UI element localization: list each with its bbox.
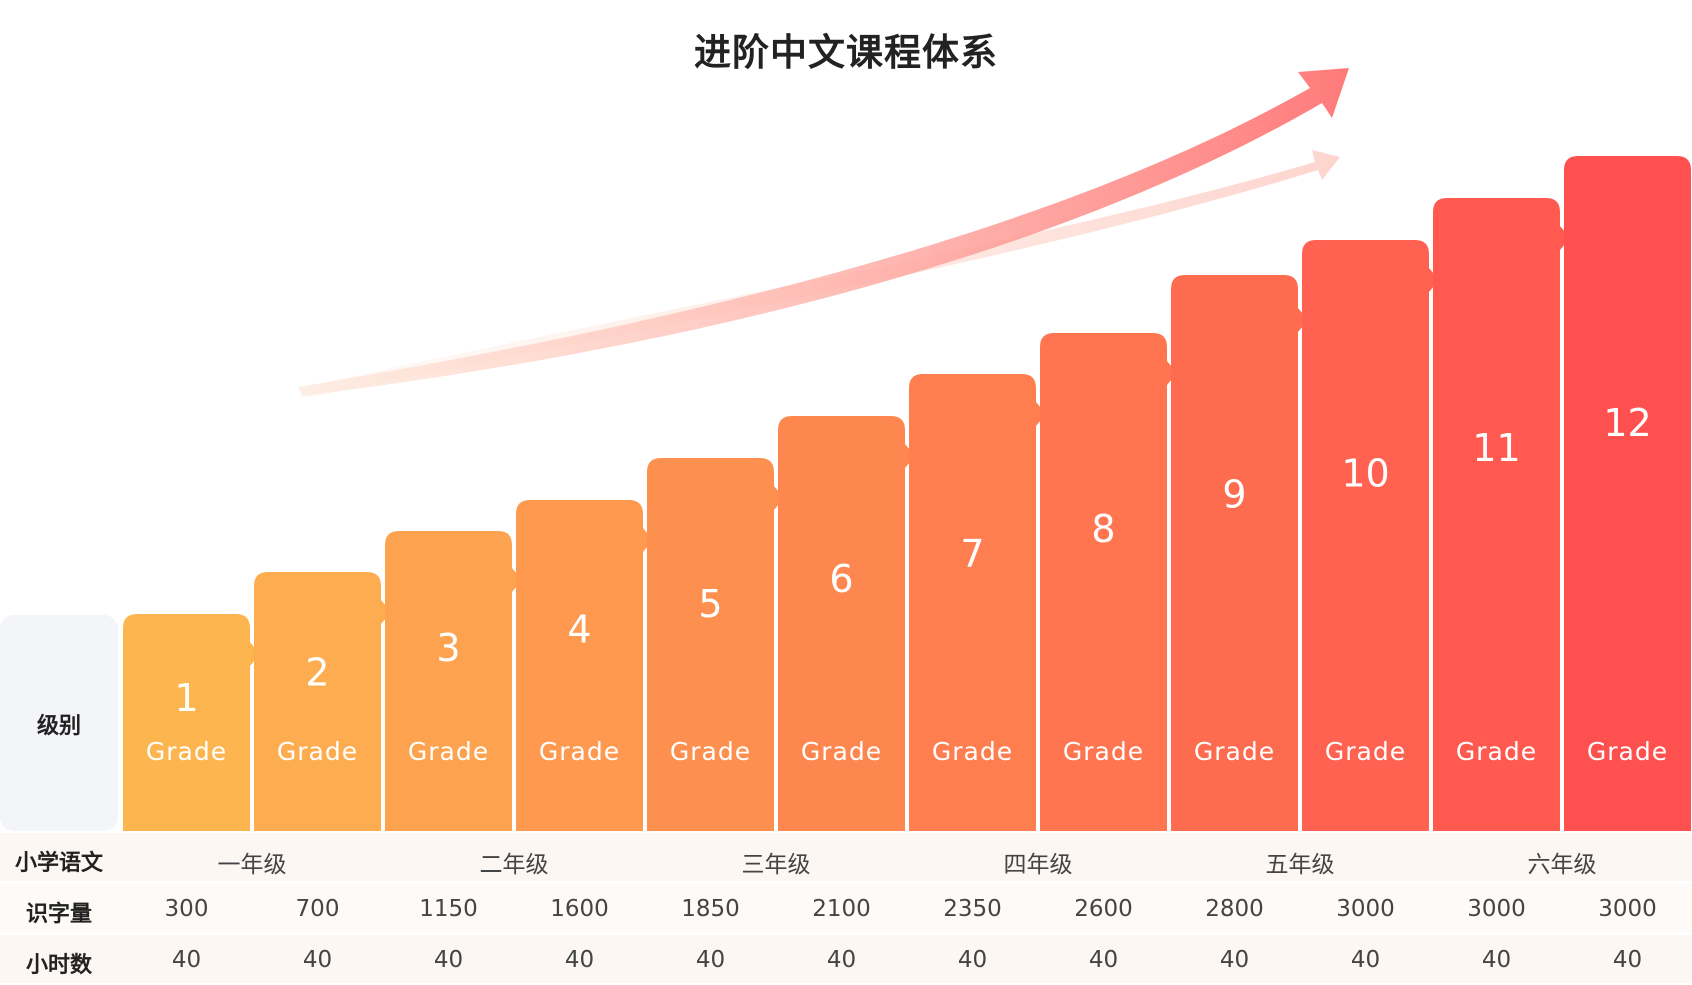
grade-block-4 (516, 500, 653, 831)
hours-cell-10: 40 (1350, 947, 1381, 973)
grade-number-3: 3 (436, 626, 460, 670)
grade-word-6: Grade (801, 737, 882, 766)
characters-cell-3: 1150 (419, 896, 478, 922)
grade-number-8: 8 (1091, 507, 1115, 551)
page-title: 进阶中文课程体系 (694, 31, 998, 74)
hours-cell-8: 40 (1088, 947, 1119, 973)
grade-number-6: 6 (829, 557, 853, 601)
grade-block-8 (1040, 333, 1177, 831)
hours-cell-7: 40 (957, 947, 988, 973)
grade-word-3: Grade (408, 737, 489, 766)
characters-cell-8: 2600 (1074, 896, 1133, 922)
hours-cell-11: 40 (1481, 947, 1512, 973)
grade-word-10: Grade (1325, 737, 1406, 766)
grade-block-6 (778, 416, 915, 831)
hours-cell-6: 40 (826, 947, 857, 973)
grade-number-11: 11 (1472, 426, 1520, 470)
row-background-chinese (0, 833, 1692, 881)
grade-number-5: 5 (698, 582, 722, 626)
characters-cell-12: 3000 (1598, 896, 1657, 922)
row-label-characters: 识字量 (25, 902, 92, 927)
grade-number-7: 7 (960, 532, 984, 576)
grade-word-2: Grade (277, 737, 358, 766)
characters-cell-2: 700 (295, 896, 340, 922)
school-year-cell-2: 二年级 (479, 852, 549, 878)
grade-block-9 (1171, 275, 1308, 831)
grade-number-4: 4 (567, 607, 591, 651)
hours-cell-4: 40 (564, 947, 595, 973)
grade-block-5 (647, 458, 784, 831)
grade-block-10 (1302, 240, 1439, 831)
grade-block-11 (1433, 198, 1570, 831)
row-background-characters (0, 884, 1692, 932)
characters-cell-5: 1850 (681, 896, 740, 922)
characters-cell-4: 1600 (550, 896, 609, 922)
school-year-cell-1: 一年级 (217, 852, 287, 878)
characters-cell-1: 300 (164, 896, 209, 922)
grade-block-3 (385, 531, 522, 831)
row-label-grade: 级别 (36, 714, 81, 739)
grade-number-1: 1 (174, 676, 198, 720)
hours-cell-5: 40 (695, 947, 726, 973)
hours-cell-2: 40 (302, 947, 333, 973)
grade-word-7: Grade (932, 737, 1013, 766)
characters-cell-6: 2100 (812, 896, 871, 922)
grade-number-9: 9 (1222, 472, 1246, 516)
grade-number-10: 10 (1341, 451, 1389, 495)
hours-cell-1: 40 (171, 947, 202, 973)
grade-word-12: Grade (1587, 737, 1668, 766)
row-label-hours: 小时数 (25, 953, 92, 978)
hours-cell-3: 40 (433, 947, 464, 973)
characters-cell-10: 3000 (1336, 896, 1395, 922)
grade-word-5: Grade (670, 737, 751, 766)
grade-number-2: 2 (305, 651, 329, 695)
row-label-chinese: 小学语文 (14, 851, 103, 876)
characters-cell-9: 2800 (1205, 896, 1264, 922)
grade-word-11: Grade (1456, 737, 1537, 766)
grade-label-column-bg (0, 615, 118, 831)
school-year-cell-4: 四年级 (1003, 852, 1073, 878)
school-year-cell-3: 三年级 (741, 852, 811, 878)
grade-block-1 (123, 614, 260, 831)
secondary-growth-arrow-icon (300, 150, 1340, 398)
grade-word-8: Grade (1063, 737, 1144, 766)
row-background-hours (0, 935, 1692, 983)
grade-block-2 (254, 572, 391, 831)
grade-block-7 (909, 374, 1046, 831)
school-year-cell-6: 六年级 (1527, 852, 1597, 878)
grade-block-12 (1564, 156, 1691, 831)
grade-number-12: 12 (1603, 401, 1651, 445)
characters-cell-11: 3000 (1467, 896, 1526, 922)
school-year-cell-5: 五年级 (1265, 852, 1335, 878)
hours-cell-9: 40 (1219, 947, 1250, 973)
hours-cell-12: 40 (1612, 947, 1643, 973)
grade-word-1: Grade (146, 737, 227, 766)
grade-word-9: Grade (1194, 737, 1275, 766)
grade-word-4: Grade (539, 737, 620, 766)
characters-cell-7: 2350 (943, 896, 1002, 922)
